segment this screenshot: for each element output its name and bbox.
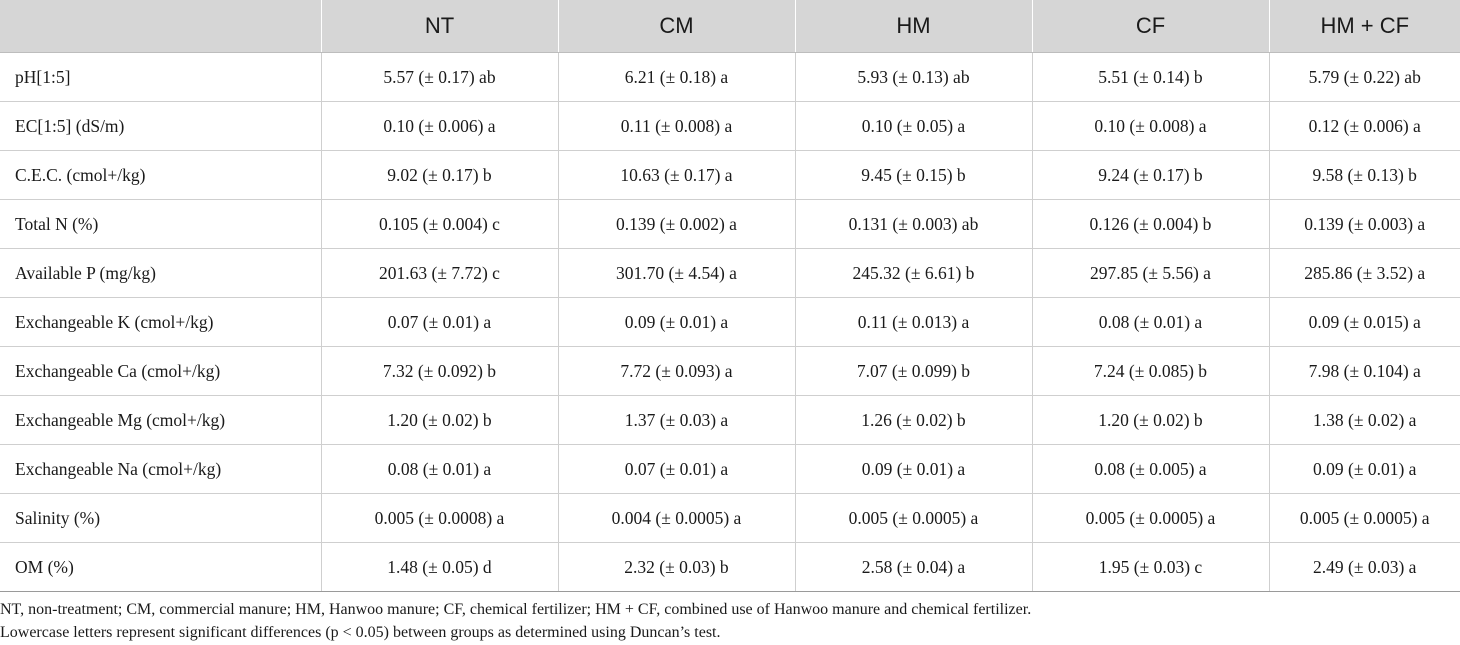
table-row: Total N (%) 0.105 (± 0.004) c 0.139 (± 0… <box>0 199 1460 249</box>
table-cell: 0.09 (± 0.01) a <box>557 297 795 347</box>
table-cell: 7.98 (± 0.104) a <box>1268 346 1460 396</box>
footnote-abbreviations: NT, non-treatment; CM, commercial manure… <box>0 601 1032 618</box>
table-cell: 1.48 (± 0.05) d <box>320 542 558 592</box>
table-cell: 0.09 (± 0.01) a <box>794 444 1032 494</box>
table-cell: 9.24 (± 0.17) b <box>1031 150 1269 200</box>
table-cell: 301.70 (± 4.54) a <box>557 248 795 298</box>
header-row: NT CM HM CF HM + CF <box>0 0 1460 53</box>
table-cell: 0.07 (± 0.01) a <box>320 297 558 347</box>
table-cell: 201.63 (± 7.72) c <box>320 248 558 298</box>
table-cell: 297.85 (± 5.56) a <box>1031 248 1269 298</box>
table-cell: 0.126 (± 0.004) b <box>1031 199 1269 249</box>
header-cell-hm-cf: HM + CF <box>1268 0 1460 53</box>
table-header: NT CM HM CF HM + CF <box>0 0 1460 53</box>
table-cell: 0.09 (± 0.01) a <box>1268 444 1460 494</box>
table-cell: 0.105 (± 0.004) c <box>320 199 558 249</box>
table-cell: 2.49 (± 0.03) a <box>1268 542 1460 592</box>
row-label: Salinity (%) <box>0 493 321 543</box>
table-cell: 0.139 (± 0.002) a <box>557 199 795 249</box>
row-label: C.E.C. (cmol+/kg) <box>0 150 321 200</box>
header-cell-nt: NT <box>320 0 558 53</box>
footnote-significance: Lowercase letters represent significant … <box>0 624 721 641</box>
row-label: Available P (mg/kg) <box>0 248 321 298</box>
table-cell: 10.63 (± 0.17) a <box>557 150 795 200</box>
table-cell: 5.93 (± 0.13) ab <box>794 52 1032 102</box>
row-label: Exchangeable Mg (cmol+/kg) <box>0 395 321 445</box>
table-cell: 0.08 (± 0.01) a <box>320 444 558 494</box>
row-label: Exchangeable Ca (cmol+/kg) <box>0 346 321 396</box>
row-label: OM (%) <box>0 542 321 592</box>
table-cell: 2.58 (± 0.04) a <box>794 542 1032 592</box>
table-row: Available P (mg/kg) 201.63 (± 7.72) c 30… <box>0 248 1460 298</box>
table-row: Exchangeable K (cmol+/kg) 0.07 (± 0.01) … <box>0 297 1460 347</box>
table-cell: 1.20 (± 0.02) b <box>1031 395 1269 445</box>
header-cell-cf: CF <box>1031 0 1269 53</box>
row-label: Exchangeable Na (cmol+/kg) <box>0 444 321 494</box>
table-cell: 7.72 (± 0.093) a <box>557 346 795 396</box>
table-cell: 6.21 (± 0.18) a <box>557 52 795 102</box>
soil-properties-table: NT CM HM CF HM + CF pH[1:5] 5.57 (± 0.17… <box>0 0 1460 592</box>
table-cell: 0.11 (± 0.008) a <box>557 101 795 151</box>
table-cell: 1.38 (± 0.02) a <box>1268 395 1460 445</box>
row-label: Exchangeable K (cmol+/kg) <box>0 297 321 347</box>
row-label: pH[1:5] <box>0 52 321 102</box>
table-row: OM (%) 1.48 (± 0.05) d 2.32 (± 0.03) b 2… <box>0 542 1460 592</box>
table-cell: 0.10 (± 0.05) a <box>794 101 1032 151</box>
table-cell: 1.20 (± 0.02) b <box>320 395 558 445</box>
header-cell-cm: CM <box>557 0 795 53</box>
row-label: EC[1:5] (dS/m) <box>0 101 321 151</box>
table-cell: 0.005 (± 0.0008) a <box>320 493 558 543</box>
table-cell: 0.08 (± 0.005) a <box>1031 444 1269 494</box>
table-cell: 0.004 (± 0.0005) a <box>557 493 795 543</box>
table-row: EC[1:5] (dS/m) 0.10 (± 0.006) a 0.11 (± … <box>0 101 1460 151</box>
table-cell: 0.005 (± 0.0005) a <box>1268 493 1460 543</box>
header-cell-hm: HM <box>794 0 1032 53</box>
table-cell: 1.37 (± 0.03) a <box>557 395 795 445</box>
table-cell: 0.005 (± 0.0005) a <box>1031 493 1269 543</box>
table-cell: 0.10 (± 0.008) a <box>1031 101 1269 151</box>
table-body: pH[1:5] 5.57 (± 0.17) ab 6.21 (± 0.18) a… <box>0 52 1460 592</box>
row-label: Total N (%) <box>0 199 321 249</box>
table-cell: 7.32 (± 0.092) b <box>320 346 558 396</box>
table-cell: 0.139 (± 0.003) a <box>1268 199 1460 249</box>
table-row: pH[1:5] 5.57 (± 0.17) ab 6.21 (± 0.18) a… <box>0 52 1460 102</box>
table-row: C.E.C. (cmol+/kg) 9.02 (± 0.17) b 10.63 … <box>0 150 1460 200</box>
table-cell: 9.45 (± 0.15) b <box>794 150 1032 200</box>
table-row: Salinity (%) 0.005 (± 0.0008) a 0.004 (±… <box>0 493 1460 543</box>
table-cell: 9.58 (± 0.13) b <box>1268 150 1460 200</box>
table-cell: 1.26 (± 0.02) b <box>794 395 1032 445</box>
table-cell: 9.02 (± 0.17) b <box>320 150 558 200</box>
table-row: Exchangeable Ca (cmol+/kg) 7.32 (± 0.092… <box>0 346 1460 396</box>
table-row: Exchangeable Mg (cmol+/kg) 1.20 (± 0.02)… <box>0 395 1460 445</box>
table-footnotes: NT, non-treatment; CM, commercial manure… <box>0 598 1460 644</box>
table-cell: 5.57 (± 0.17) ab <box>320 52 558 102</box>
table-cell: 0.07 (± 0.01) a <box>557 444 795 494</box>
table-cell: 0.12 (± 0.006) a <box>1268 101 1460 151</box>
table-cell: 7.24 (± 0.085) b <box>1031 346 1269 396</box>
table-cell: 0.11 (± 0.013) a <box>794 297 1032 347</box>
table-cell: 5.51 (± 0.14) b <box>1031 52 1269 102</box>
table-cell: 0.08 (± 0.01) a <box>1031 297 1269 347</box>
table-cell: 0.131 (± 0.003) ab <box>794 199 1032 249</box>
table-cell: 5.79 (± 0.22) ab <box>1268 52 1460 102</box>
table-cell: 0.10 (± 0.006) a <box>320 101 558 151</box>
table-row: Exchangeable Na (cmol+/kg) 0.08 (± 0.01)… <box>0 444 1460 494</box>
table-cell: 2.32 (± 0.03) b <box>557 542 795 592</box>
table-cell: 7.07 (± 0.099) b <box>794 346 1032 396</box>
table-cell: 0.09 (± 0.015) a <box>1268 297 1460 347</box>
table-cell: 245.32 (± 6.61) b <box>794 248 1032 298</box>
table-cell: 0.005 (± 0.0005) a <box>794 493 1032 543</box>
table-cell: 1.95 (± 0.03) c <box>1031 542 1269 592</box>
table-cell: 285.86 (± 3.52) a <box>1268 248 1460 298</box>
header-cell-property <box>0 0 321 53</box>
